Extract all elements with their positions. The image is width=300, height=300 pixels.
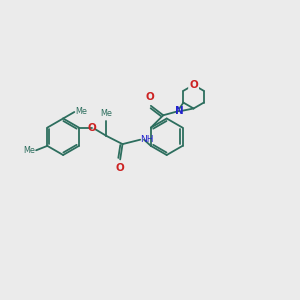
- Text: NH: NH: [140, 135, 154, 144]
- Text: N: N: [176, 106, 184, 116]
- Text: O: O: [146, 92, 155, 102]
- Text: Me: Me: [76, 107, 87, 116]
- Text: O: O: [189, 80, 198, 90]
- Text: Me: Me: [23, 146, 35, 155]
- Text: O: O: [88, 123, 97, 133]
- Text: Me: Me: [100, 109, 112, 118]
- Text: O: O: [189, 80, 198, 90]
- Text: O: O: [116, 163, 124, 173]
